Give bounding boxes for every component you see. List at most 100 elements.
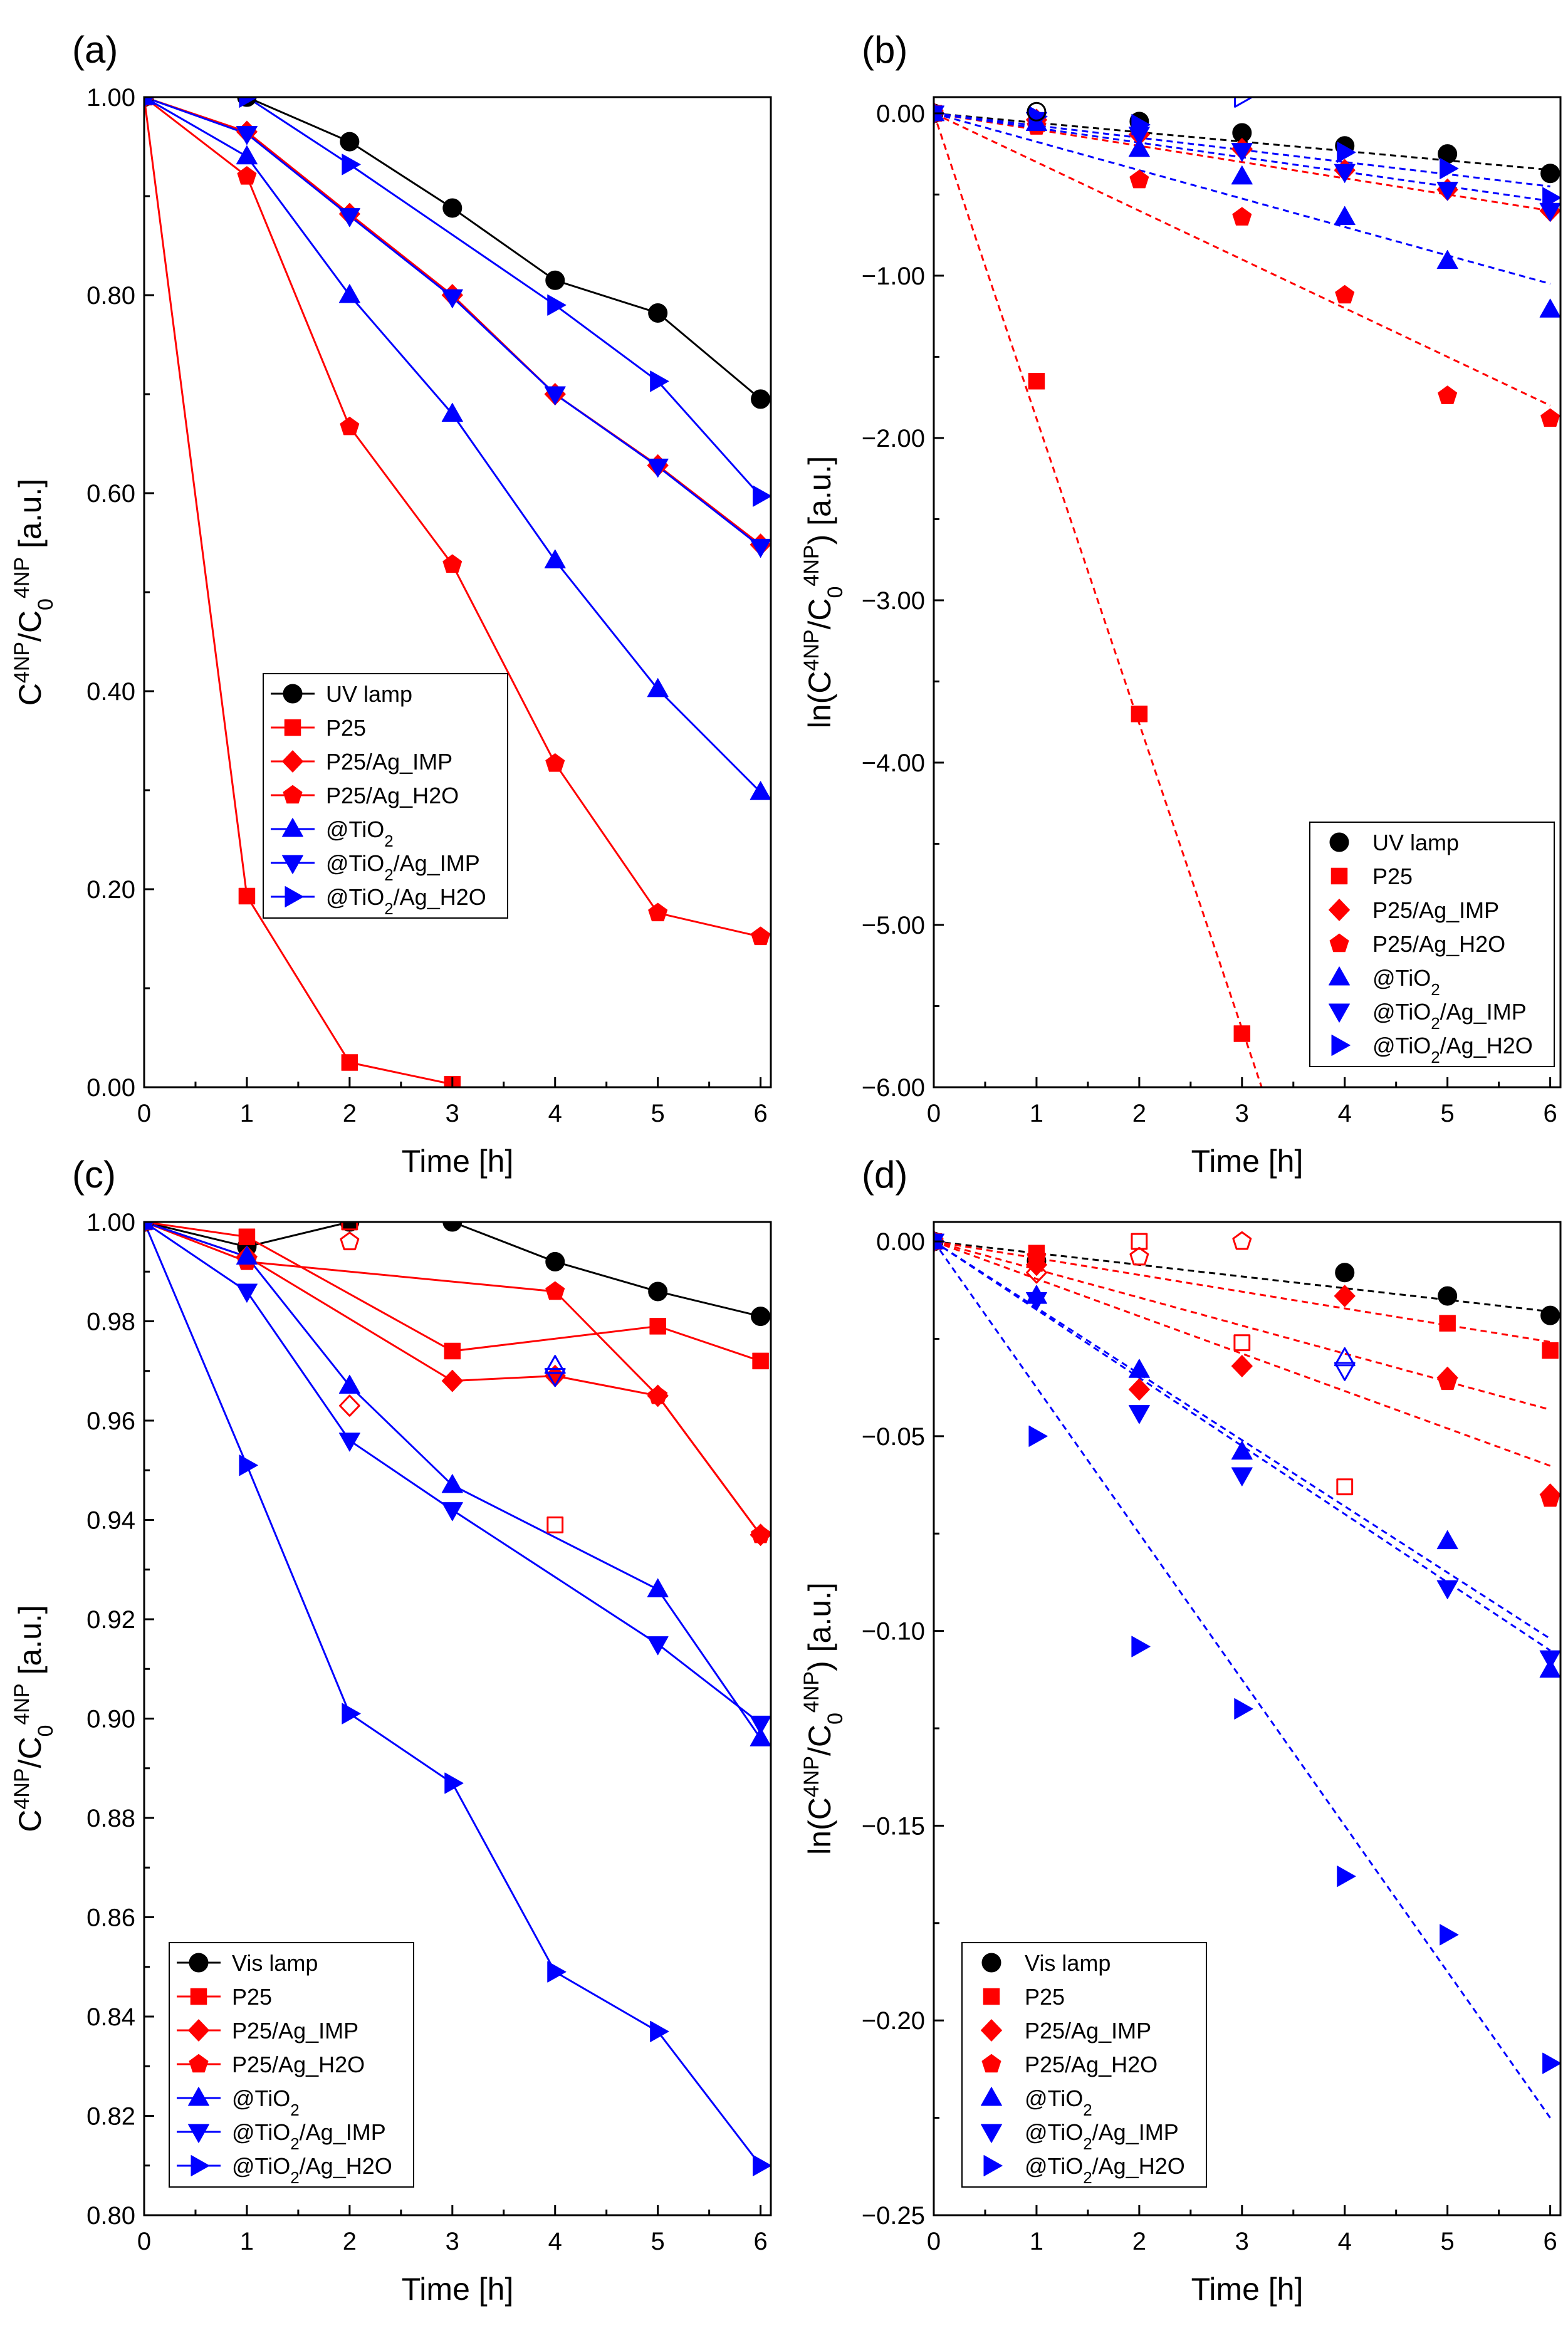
legend-item-p25-ag-h2o: P25/Ag_H2O [1329, 931, 1505, 957]
superscript: 4NP [800, 1671, 823, 1713]
legend: UV lampP25P25/Ag_IMPP25/Ag_H2O@TiO2@TiO2… [263, 673, 508, 919]
legend-marker [282, 750, 303, 773]
superscript: 4NP [10, 557, 34, 598]
x-tick-label: 1 [240, 1100, 254, 1127]
y-tick-label: 0.00 [86, 1074, 135, 1102]
open-data-point-p25 [1233, 1334, 1251, 1352]
x-tick-label: 6 [753, 2228, 767, 2255]
legend-item-tio2: @TiO2 [981, 2085, 1092, 2119]
data-point-tio2-ag-h2o [753, 485, 771, 507]
legend-item-tio2: @TiO2 [1329, 965, 1440, 999]
data-point-tio2 [647, 678, 669, 697]
data-point-tio2 [1539, 298, 1560, 318]
x-tick-label: 5 [651, 2228, 665, 2255]
legend-label: @TiO2/Ag_H2O [1025, 2153, 1185, 2187]
data-point-vis-lamp [1540, 1305, 1560, 1325]
data-point-p25-ag-h2o [1438, 385, 1458, 404]
open-data-point-p25 [546, 1516, 564, 1533]
series-line-p25 [144, 1222, 761, 1362]
text-run: /Ag_IMP [300, 2119, 386, 2145]
data-point-tio2-ag-imp [647, 1636, 669, 1656]
open-data-point-tio2 [1334, 1347, 1356, 1367]
plot-area [144, 97, 771, 1087]
y-tick-label: −0.20 [862, 2007, 925, 2035]
legend-item-tio2-ag-h2o: @TiO2/Ag_H2O [1331, 1033, 1533, 1067]
x-tick-label: 4 [548, 1100, 562, 1127]
text-run: [a.u.] [13, 1605, 48, 1683]
plot-frame [143, 96, 772, 1088]
open-data-point-p25 [1336, 1478, 1354, 1496]
y-tick-label: −4.00 [862, 749, 925, 777]
legend-label: @TiO2/Ag_H2O [326, 884, 486, 918]
data-point-tio2 [1436, 1530, 1458, 1550]
legend-item-tio2-ag-h2o: @TiO2/Ag_H2O [177, 2153, 392, 2187]
data-point-p25-ag-h2o [1232, 207, 1252, 226]
fit-line-p25 [934, 113, 1263, 1087]
y-tick-label: 0.92 [86, 1606, 135, 1634]
legend-label: @TiO2 [1372, 965, 1440, 999]
legend-item-tio2-ag-imp: @TiO2/Ag_IMP [271, 850, 480, 884]
data-point-p25 [444, 1342, 461, 1360]
legend-label: P25/Ag_H2O [326, 783, 459, 808]
legend-label: P25 [326, 715, 366, 741]
data-point-p25-ag-h2o [545, 753, 565, 772]
data-point-uv-lamp [442, 198, 463, 218]
fit-line-p25-ag-h2o [934, 112, 1551, 407]
legend-label: @TiO2/Ag_H2O [1372, 1033, 1533, 1067]
y-tick-label: −3.00 [862, 587, 925, 615]
data-point-tio2 [750, 1727, 771, 1746]
x-tick-label: 2 [1132, 2228, 1146, 2255]
panel-a: 0 1 2 3 4 5 6 0.00 0.20 0.40 0.60 0.80 1.00 Time [h] C… [10, 29, 772, 1179]
y-tick-label: 0.86 [86, 1904, 135, 1932]
subscript: 2 [1431, 980, 1440, 999]
x-tick-label: 4 [1338, 2228, 1352, 2255]
legend-item-p25-ag-imp: P25/Ag_IMP [271, 749, 452, 775]
data-point-tio2-ag-imp [1231, 142, 1253, 162]
text-run: [a.u.] [13, 479, 48, 557]
data-point-p25-ag-h2o [648, 1386, 668, 1404]
plot-area [934, 97, 1560, 1087]
data-point-p25 [649, 1318, 666, 1335]
legend-marker [981, 2087, 1002, 2106]
panel-label: (a) [72, 29, 118, 71]
data-point-p25 [1233, 1025, 1251, 1042]
text-run: @TiO [1025, 2153, 1083, 2179]
data-point-p25-ag-imp [441, 1369, 463, 1392]
legend: Vis lampP25P25/Ag_IMPP25/Ag_H2O@TiO2@TiO… [169, 1942, 414, 2188]
data-point-tio2-ag-h2o [1131, 1636, 1151, 1657]
y-tick-label: 0.60 [86, 480, 135, 508]
y-tick-label: 0.82 [86, 2103, 135, 2131]
x-tick-label: 0 [137, 2228, 151, 2255]
x-tick-label: 3 [1235, 2228, 1249, 2255]
subscript: 2 [384, 865, 393, 884]
legend-marker [1329, 966, 1350, 986]
data-point-tio2-ag-h2o [1131, 114, 1151, 136]
data-point-tio2 [750, 781, 771, 800]
legend-label: P25/Ag_IMP [1025, 2018, 1151, 2044]
data-point-uv-lamp [340, 132, 360, 152]
open-data-point-tio2 [544, 1355, 566, 1374]
x-axis-title: Time [h] [402, 1144, 514, 1179]
data-point-tio2 [441, 1474, 463, 1493]
subscript: 2 [290, 2134, 299, 2153]
legend-item-uv-lamp: UV lamp [1329, 830, 1459, 855]
legend-marker [189, 1953, 209, 1973]
legend-item-p25-ag-imp: P25/Ag_IMP [981, 2018, 1151, 2044]
data-point-p25-ag-h2o [1540, 408, 1560, 427]
legend-marker [981, 2054, 1001, 2073]
text-run: @TiO [326, 817, 384, 842]
x-tick-label: 3 [446, 1100, 459, 1127]
legend-item-p25: P25 [1330, 864, 1413, 889]
legend-label: @TiO2/Ag_H2O [232, 2153, 392, 2187]
x-tick-label: 1 [1030, 1100, 1043, 1127]
y-tick-label: 0.00 [876, 1228, 925, 1256]
text-run: /Ag_H2O [1440, 1033, 1533, 1058]
data-point-uv-lamp [1540, 164, 1560, 184]
legend-label: Vis lamp [232, 1950, 318, 1976]
x-tick-label: 3 [446, 2228, 459, 2255]
legend-marker [284, 719, 301, 736]
legend-item-vis-lamp: Vis lamp [981, 1950, 1111, 1976]
data-point-p25-ag-h2o [648, 902, 668, 922]
data-point-tio2-ag-imp [236, 1283, 258, 1303]
x-tick-label: 3 [1235, 1100, 1249, 1127]
